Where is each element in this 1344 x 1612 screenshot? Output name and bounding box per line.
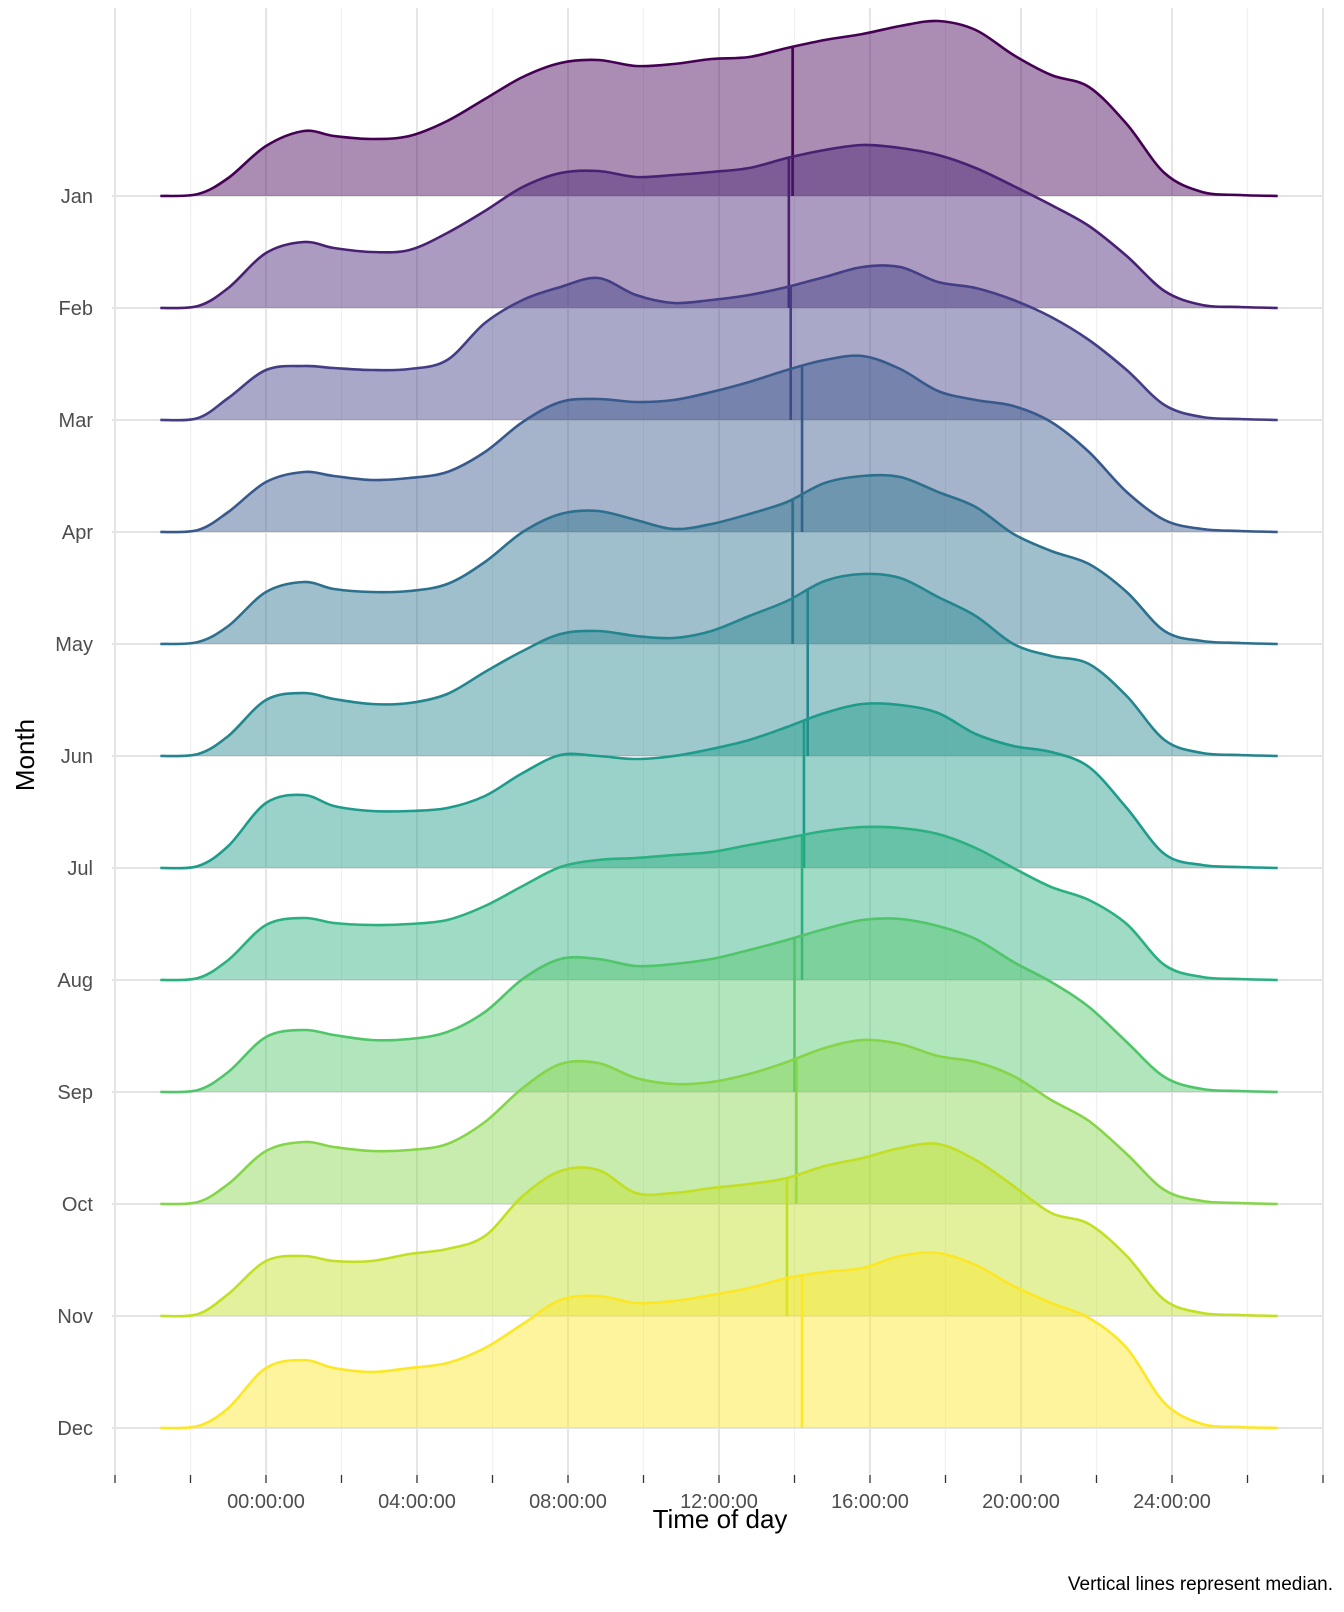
ridge-dec (160, 1251, 1278, 1430)
density-line-sep (160, 917, 1278, 1094)
x-tick-label: 20:00:00 (982, 1491, 1060, 1513)
ridge-apr (160, 354, 1278, 534)
ridge-aug (160, 825, 1278, 982)
density-area-nov (160, 1143, 1278, 1317)
x-tick-label: 24:00:00 (1133, 1491, 1211, 1513)
ridge-feb (160, 143, 1278, 310)
density-line-jan (160, 19, 1278, 198)
x-tick-label: 12:00:00 (680, 1491, 758, 1513)
caption: Vertical lines represent median. (1068, 1574, 1333, 1595)
density-line-feb (160, 143, 1278, 310)
ridge-jan (160, 19, 1278, 198)
x-axis: 00:00:00 04:00:00 08:00:00 12:00:00 16:00:00… (114, 1475, 1324, 1513)
ridge-sep (160, 917, 1278, 1094)
density-area-mar (160, 265, 1278, 421)
density-area-sep (160, 918, 1278, 1093)
ridge-jun (160, 572, 1278, 758)
y-tick-label-apr: Apr (62, 522, 93, 544)
y-tick-label-mar: Mar (59, 410, 94, 432)
density-line-jun (160, 572, 1278, 758)
x-tick-label: 04:00:00 (378, 1491, 456, 1513)
x-tick-label: 16:00:00 (831, 1491, 909, 1513)
ridge-mar (160, 264, 1278, 422)
density-line-dec (160, 1251, 1278, 1430)
density-line-jul (160, 702, 1278, 870)
density-area-jun (160, 573, 1278, 757)
x-tick-label: 00:00:00 (227, 1491, 305, 1513)
density-line-oct (160, 1038, 1278, 1206)
y-tick-label-dec: Dec (57, 1418, 93, 1440)
density-area-jan (160, 20, 1278, 197)
y-tick-label-nov: Nov (57, 1306, 93, 1328)
x-axis-title: Time of day (653, 1504, 788, 1534)
y-tick-label-aug: Aug (57, 970, 93, 992)
ridge-nov (160, 1142, 1278, 1318)
y-axis-title: Month (10, 719, 40, 791)
density-area-oct (160, 1039, 1278, 1205)
y-tick-label-may: May (55, 634, 93, 656)
density-area-feb (160, 144, 1278, 309)
density-line-may (160, 473, 1278, 646)
density-line-mar (160, 264, 1278, 422)
density-area-aug (160, 826, 1278, 981)
y-tick-label-jun: Jun (61, 746, 93, 768)
y-tick-label-jul: Jul (67, 858, 93, 880)
y-tick-label-feb: Feb (59, 298, 93, 320)
ridge-oct (160, 1038, 1278, 1206)
y-tick-label-oct: Oct (62, 1194, 94, 1216)
density-area-jul (160, 703, 1278, 869)
density-line-apr (160, 354, 1278, 534)
density-area-may (160, 475, 1278, 645)
density-line-nov (160, 1142, 1278, 1318)
y-tick-label-jan: Jan (61, 186, 93, 208)
y-tick-label-sep: Sep (57, 1082, 93, 1104)
density-line-aug (160, 825, 1278, 982)
ridge-jul (160, 702, 1278, 870)
ridge-may (160, 473, 1278, 646)
ridges (160, 19, 1278, 1430)
density-area-apr (160, 355, 1278, 533)
x-tick-label: 08:00:00 (529, 1491, 607, 1513)
y-axis-labels: Jan Feb Mar Apr May Jun Jul Aug Sep Oct Nov Dec (55, 186, 93, 1440)
density-area-dec (160, 1252, 1278, 1429)
